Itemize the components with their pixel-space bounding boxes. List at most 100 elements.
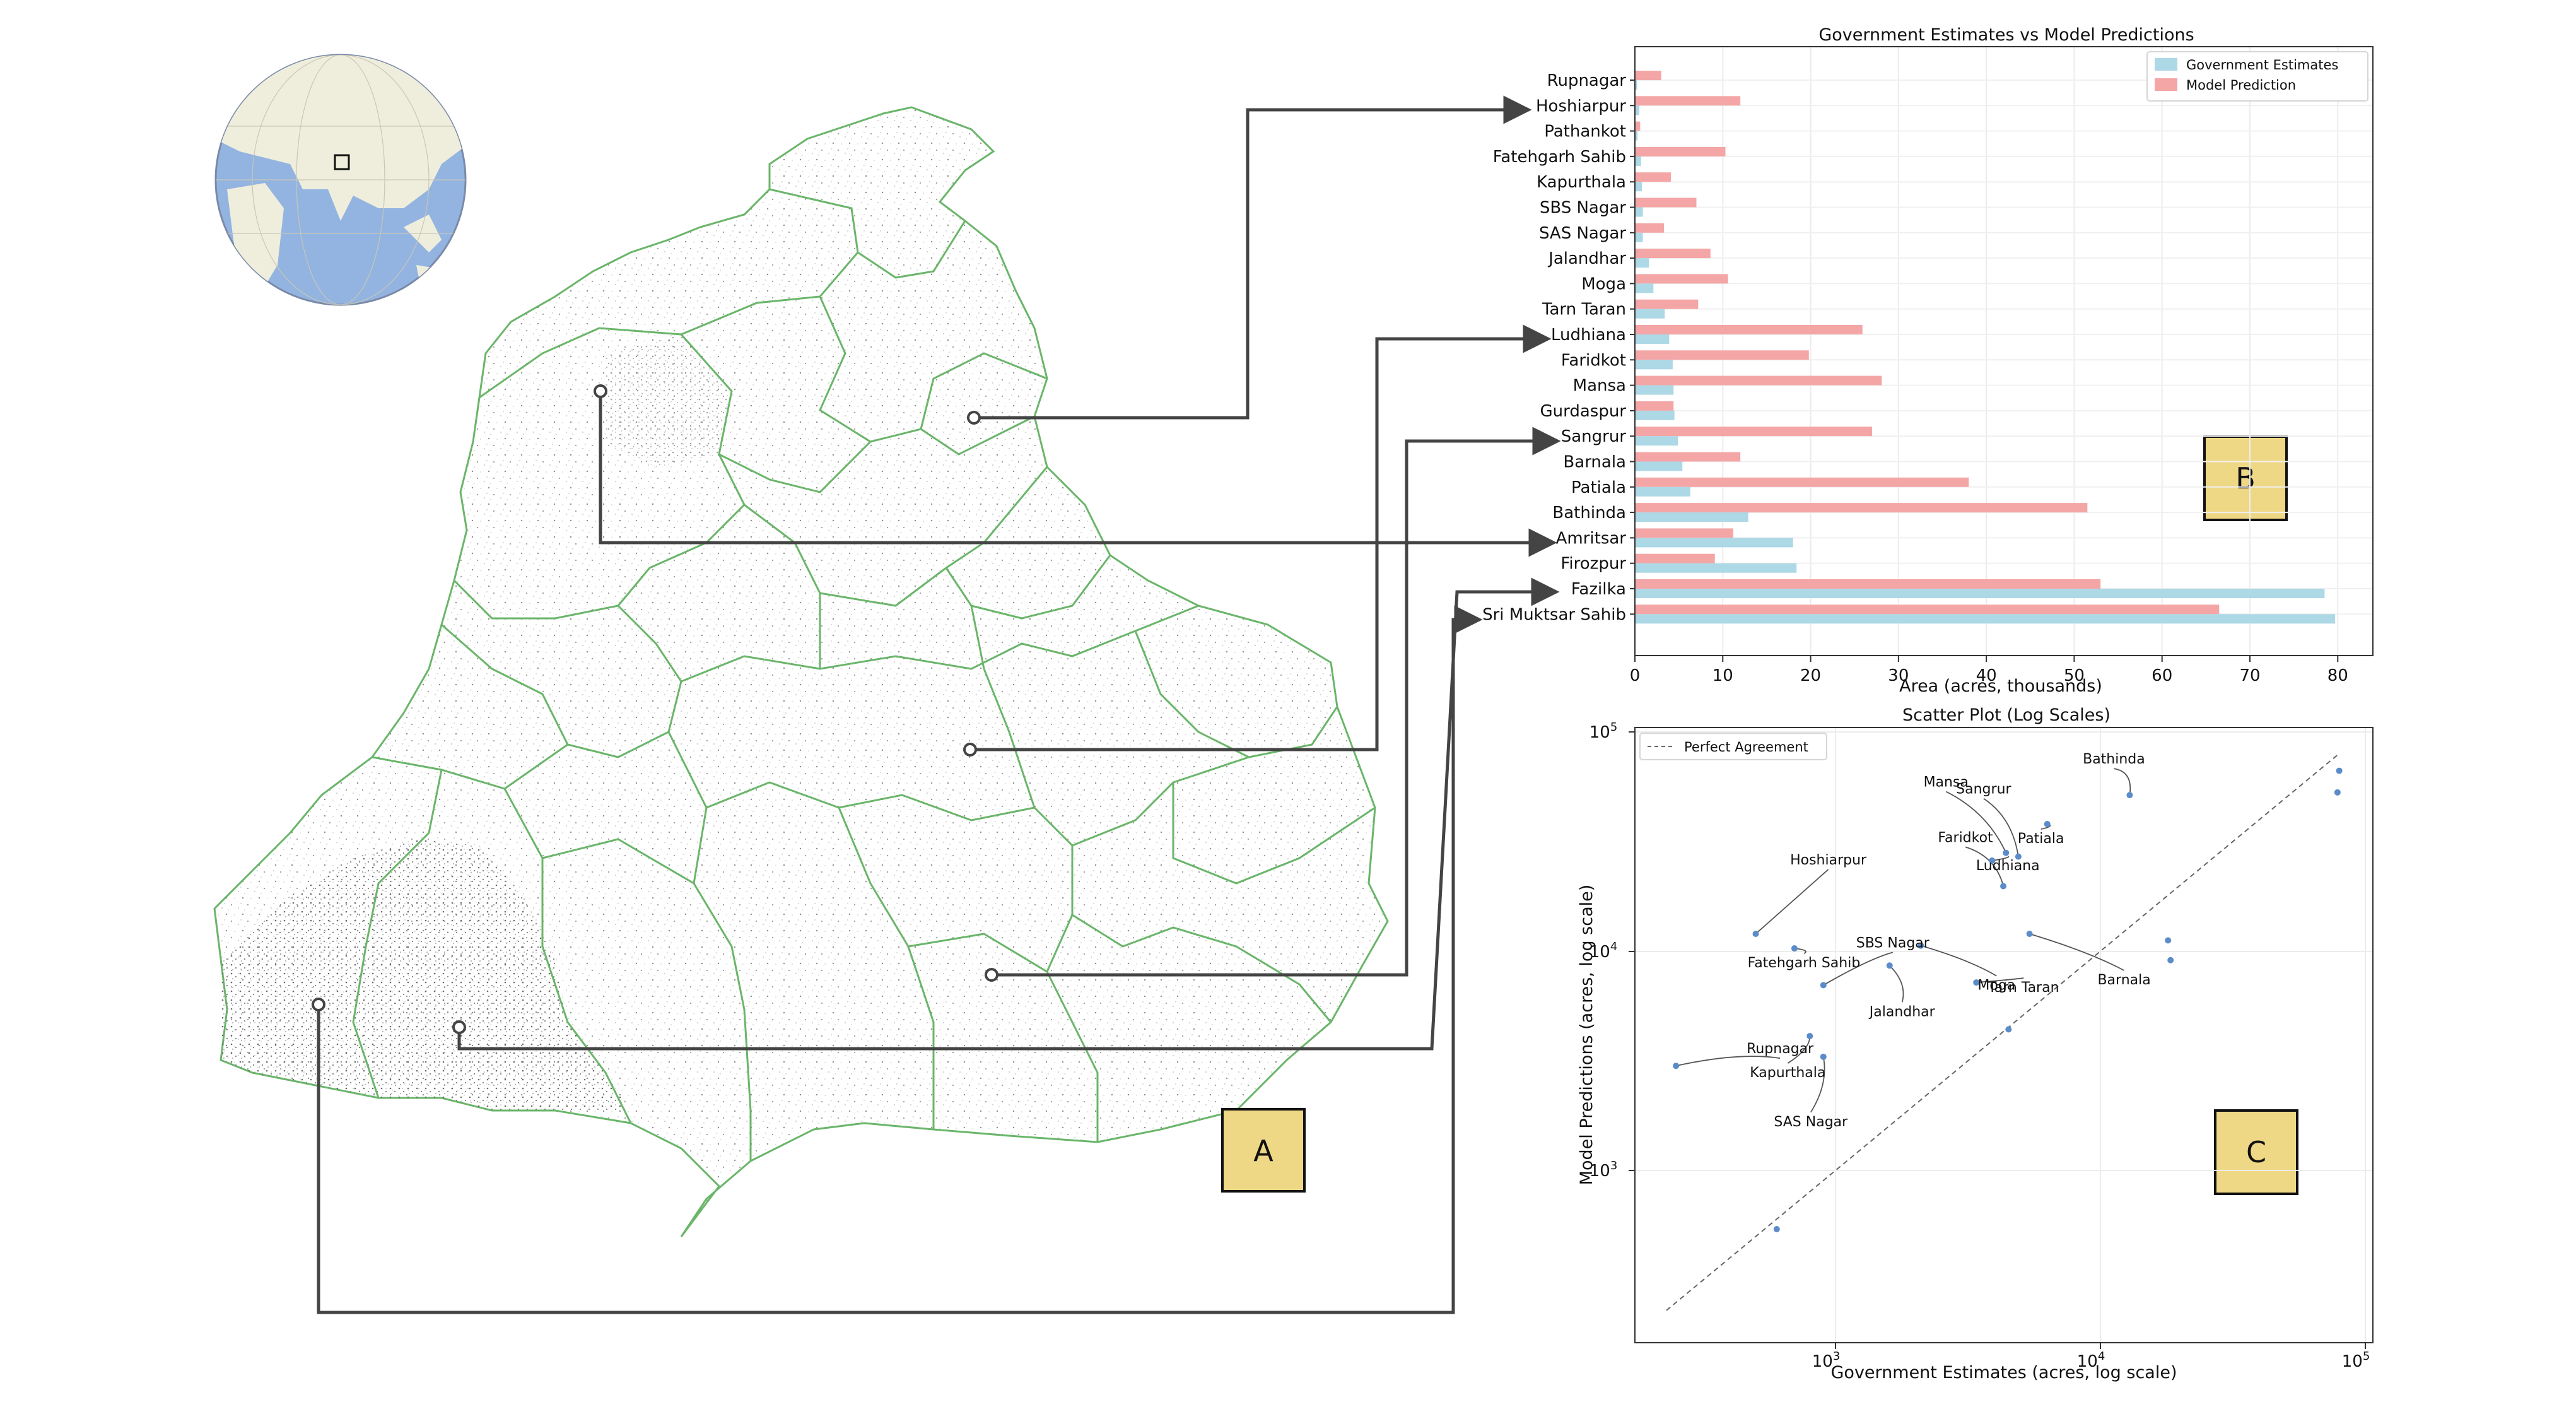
scatter-point [1973,979,1980,986]
bar-chart-frame [1634,46,2374,656]
callout-line [1976,977,2024,983]
scatter-point [1886,962,1893,969]
category-label: Fazilka [1571,580,1626,599]
scatter-point-label: SBS Nagar [1856,935,1930,951]
category-label: Sangrur [1561,427,1627,446]
scatter-point [2000,883,2007,890]
scatter-chart-xlabel: Government Estimates (acres, log scale) [1831,1363,2177,1382]
bar-government-estimate [1635,589,2325,598]
bar-government-estimate [1635,436,1678,446]
scatter-point [1773,1225,1780,1232]
scatter-point-label: Tarn Taran [1988,980,2059,996]
bar-model-prediction [1635,452,1741,462]
scatter-y-ticks: 103 104 105 [1590,721,1635,1181]
legend-swatch-model [2155,78,2177,91]
bar-chart-title: Government Estimates vs Model Prediction… [1818,25,2194,45]
study-area-marker [334,154,350,170]
category-label: Pathankot [1544,122,1626,141]
category-label: Rupnagar [1547,71,1627,90]
district-map [213,106,1389,1237]
panel-label-b: B [2203,435,2288,521]
scatter-point [2015,853,2022,860]
scatter-point-label: Bathinda [2083,751,2145,767]
bar-x-tick-label: 50 [2064,666,2085,685]
scatter-chart-ylabel: Model Predictions (acres, log scale) [1577,885,1596,1186]
scatter-point [2334,789,2341,796]
bar-x-tick-label: 0 [1630,666,1641,685]
leader-ludhiana [970,324,1552,751]
bar-x-tick-label: 60 [2152,666,2172,685]
leader-sangrur [992,427,1561,977]
map-pin-icon [312,998,325,1011]
scatter-point-label: Mansa [1924,775,1969,791]
bar-chart-category-labels: Rupnagar Hoshiarpur Pathankot Fatehgarh Sah… [1482,71,1635,624]
leader-amritsar [599,391,1557,557]
category-label: Sri Muktsar Sahib [1482,605,1626,624]
x-tick-label: 103 [1812,1350,1841,1371]
scatter-point [2003,849,2010,856]
scatter-point-label: Rupnagar [1747,1041,1814,1057]
bar-government-estimate [1635,614,2336,624]
bar-government-estimate [1635,385,1674,395]
bar-x-tick-label: 20 [1800,666,1821,685]
category-label: Tarn Taran [1542,300,1626,319]
scatter-point-label: SAS Nagar [1774,1114,1848,1130]
bar-model-prediction [1635,503,2088,513]
scatter-chart: Scatter Plot (Log Scales) Bathinda Sangru… [1577,705,2374,1382]
callout-line [1983,798,2019,857]
bar-government-estimate [1635,80,1637,90]
bar-government-estimate [1635,105,1639,115]
category-label: Firozpur [1560,555,1626,574]
bar-model-prediction [1635,197,1697,208]
scatter-point-label: Faridkot [1938,830,1993,846]
x-tick-label: 105 [2342,1350,2370,1371]
bar-chart-bars [1635,71,2336,624]
svg-text:B: B [2235,461,2256,495]
y-tick-label: 103 [1590,1159,1618,1181]
scatter-point [1989,857,1996,864]
bar-model-prediction [1635,223,1664,233]
district-boundaries [352,188,1376,1161]
bar-government-estimate [1635,309,1665,319]
scatter-point [2005,1026,2012,1033]
x-tick-label: 104 [2077,1350,2105,1371]
bar-government-estimate [1635,461,1683,471]
scatter-point-label: Barnala [2097,972,2150,988]
svg-text:A: A [1253,1134,1273,1168]
bar-model-prediction [1635,427,1873,437]
category-label: Gurdaspur [1540,402,1626,421]
scatter-point-label: Sangrur [1956,782,2011,798]
scatter-points [1673,767,2343,1232]
bar-government-estimate [1635,131,1638,141]
bar-model-prediction [1635,299,1699,309]
bar-model-prediction [1635,477,1969,487]
legend-label-gov: Government Estimates [2186,57,2338,73]
leader-fazilka [457,577,1560,1051]
bar-chart-xlabel: Area (acres, thousands) [1899,676,2102,696]
scatter-chart-grid [1635,728,2373,1343]
bar-government-estimate [1635,360,1673,370]
bar-model-prediction [1635,325,1863,334]
bar-x-tick-label: 10 [1712,666,1733,685]
scatter-point [1791,945,1798,952]
callout-line [1921,945,1997,977]
bar-government-estimate [1635,156,1641,166]
bar-x-tick-label: 30 [1888,666,1909,685]
bar-model-prediction [1635,528,1733,538]
bar-model-prediction [1635,274,1728,284]
category-label: Amritsar [1556,529,1627,548]
scatter-point-label: Patiala [2018,831,2064,847]
callout-line [2029,933,2125,971]
scatter-point [2126,792,2133,799]
bar-government-estimate [1635,232,1643,242]
map-pins [312,384,998,1034]
callout-line [2114,768,2131,796]
leader-hoshiarpur [974,95,1532,420]
bar-model-prediction [1635,375,1882,386]
bar-government-estimate [1635,538,1793,548]
y-tick-label: 105 [1590,721,1618,742]
scatter-point [1752,930,1759,937]
bar-model-prediction [1635,401,1674,411]
